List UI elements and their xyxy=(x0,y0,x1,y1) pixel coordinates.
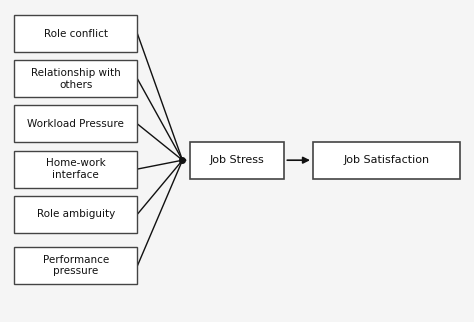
Text: Home-work
interface: Home-work interface xyxy=(46,158,106,180)
Text: Workload Pressure: Workload Pressure xyxy=(27,119,124,129)
Text: Role ambiguity: Role ambiguity xyxy=(36,209,115,219)
FancyBboxPatch shape xyxy=(14,247,137,284)
Text: Job Stress: Job Stress xyxy=(210,155,264,165)
FancyBboxPatch shape xyxy=(14,61,137,98)
FancyBboxPatch shape xyxy=(14,15,137,52)
FancyBboxPatch shape xyxy=(14,106,137,143)
Text: Relationship with
others: Relationship with others xyxy=(31,68,121,90)
FancyBboxPatch shape xyxy=(14,151,137,187)
Text: Performance
pressure: Performance pressure xyxy=(43,255,109,277)
Text: Role conflict: Role conflict xyxy=(44,29,108,39)
FancyBboxPatch shape xyxy=(14,195,137,232)
FancyBboxPatch shape xyxy=(190,142,284,179)
Text: Job Satisfaction: Job Satisfaction xyxy=(343,155,429,165)
FancyBboxPatch shape xyxy=(313,142,460,179)
